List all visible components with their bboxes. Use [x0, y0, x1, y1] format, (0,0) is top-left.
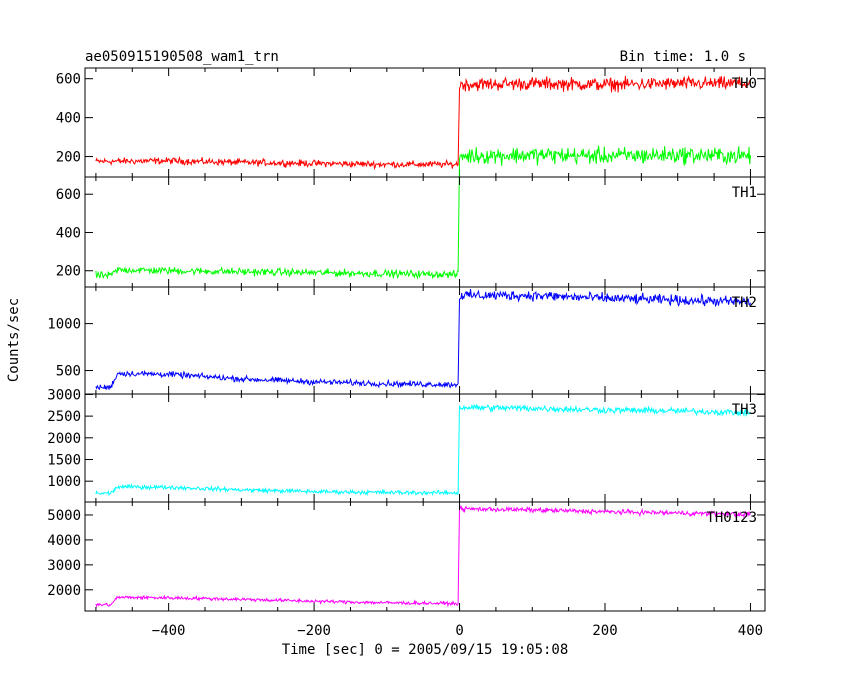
y-tick-label: 1500	[47, 452, 81, 468]
panels-group: 200 400 600 TH0 200 400 600 TH1 500 1000 TH2 1000 15…	[47, 67, 766, 612]
panel-frame	[84, 176, 766, 288]
panel-th0123: 2000 3000 4000 5000 TH0123	[47, 501, 766, 612]
y-tick-label: 2000	[47, 583, 81, 599]
series-label-th2: TH2	[732, 295, 757, 311]
bin-time-label: Bin time: 1.0 s	[620, 49, 746, 65]
y-tick-label: 500	[56, 364, 81, 380]
panel-th2: 500 1000 TH2	[47, 286, 766, 395]
panel-th1: 200 400 600 TH1	[56, 145, 766, 288]
panel-th0: 200 400 600 TH0	[56, 67, 766, 178]
y-tick-label: 200	[56, 150, 81, 166]
panel-frame	[84, 501, 766, 612]
series-label-th3: TH3	[732, 402, 757, 418]
y-tick-label: 600	[56, 72, 81, 88]
x-axis-label: Time [sec] 0 = 2005/09/15 19:05:08	[282, 642, 569, 658]
y-tick-label: 400	[56, 111, 81, 127]
y-tick-label: 1000	[47, 474, 81, 490]
y-tick-label: 400	[56, 225, 81, 241]
x-tick-label: −400	[152, 623, 186, 639]
y-tick-label: 5000	[47, 508, 81, 524]
y-tick-label: 2000	[47, 431, 81, 447]
series-label-th0: TH0	[732, 76, 757, 92]
y-tick-label: 3000	[47, 387, 81, 403]
series-label-th1: TH1	[732, 185, 757, 201]
series-label-th0123: TH0123	[706, 510, 757, 526]
panel-frame	[84, 286, 766, 395]
panel-th3: 1000 1500 2000 2500 3000 TH3	[47, 387, 766, 503]
y-tick-label: 1000	[47, 317, 81, 333]
chart-title: ae050915190508_wam1_trn	[85, 49, 279, 65]
x-tick-label: 200	[592, 623, 617, 639]
x-tick-label: 0	[455, 623, 463, 639]
y-tick-label: 200	[56, 264, 81, 280]
series-line-th2	[95, 289, 751, 391]
x-tick-labels: −400 −200 0 200 400	[152, 623, 763, 639]
series-line-th1	[95, 145, 751, 280]
y-axis-label: Counts/sec	[6, 298, 22, 382]
y-tick-label: 4000	[47, 533, 81, 549]
y-tick-label: 600	[56, 187, 81, 203]
x-tick-label: 400	[738, 623, 763, 639]
y-tick-label: 2500	[47, 409, 81, 425]
series-line-th0	[95, 75, 751, 171]
x-tick-label: −200	[297, 623, 331, 639]
series-line-th3	[95, 403, 751, 497]
y-tick-label: 3000	[47, 558, 81, 574]
series-line-th0123	[95, 505, 751, 608]
